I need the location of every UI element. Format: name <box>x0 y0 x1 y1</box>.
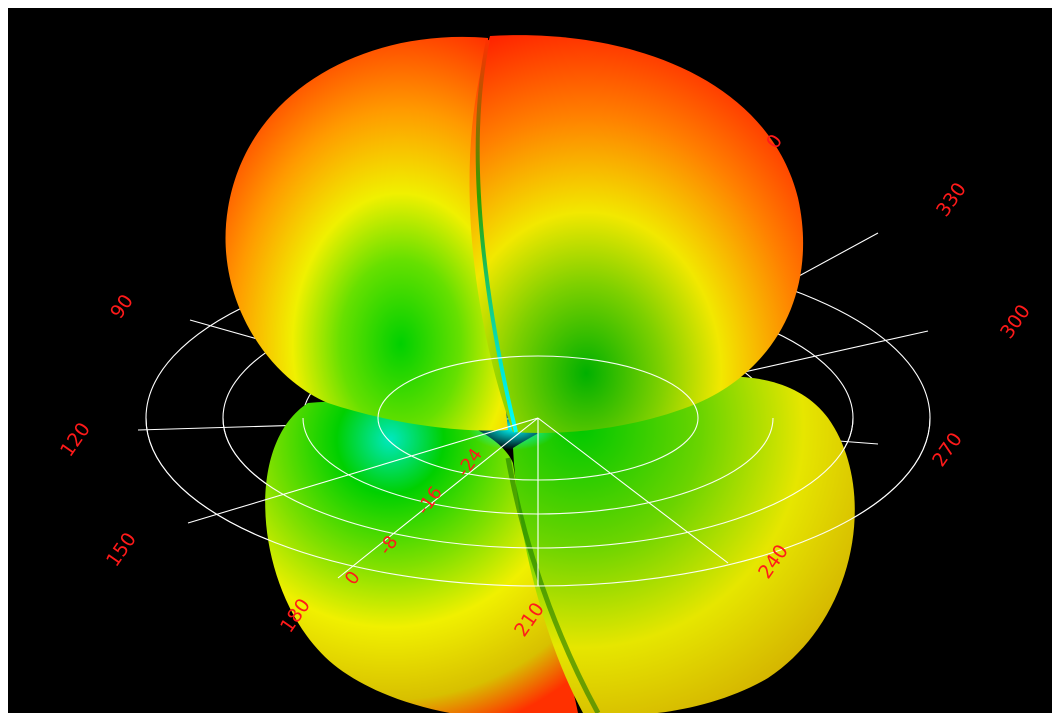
radiation-pattern-scene[interactable]: 90 120 150 180 210 240 270 300 330 0 0 -… <box>8 8 1052 713</box>
lower-lobe-left <box>265 401 578 713</box>
lower-lobe-right <box>513 376 855 713</box>
azimuth-label-330: 330 <box>932 179 971 221</box>
grid-spoke-180 <box>337 417 539 579</box>
grid-spoke-150 <box>187 417 539 524</box>
azimuth-label-270: 270 <box>928 429 967 471</box>
upper-lobe-right <box>469 35 804 433</box>
polar-grid-front <box>145 355 931 587</box>
upper-lobe <box>225 35 804 433</box>
lower-lobe-seam <box>505 457 601 713</box>
upper-lobe-left <box>225 36 509 431</box>
azimuth-label-300: 300 <box>996 301 1035 343</box>
azimuth-label-120: 120 <box>56 419 95 461</box>
azimuth-label-90: 90 <box>106 290 138 322</box>
pattern-viewport[interactable]: 90 120 150 180 210 240 270 300 330 0 0 -… <box>8 8 1052 713</box>
upper-lobe-seam <box>475 39 518 433</box>
azimuth-label-150: 150 <box>102 529 141 571</box>
grid-spoke-240 <box>537 417 729 564</box>
